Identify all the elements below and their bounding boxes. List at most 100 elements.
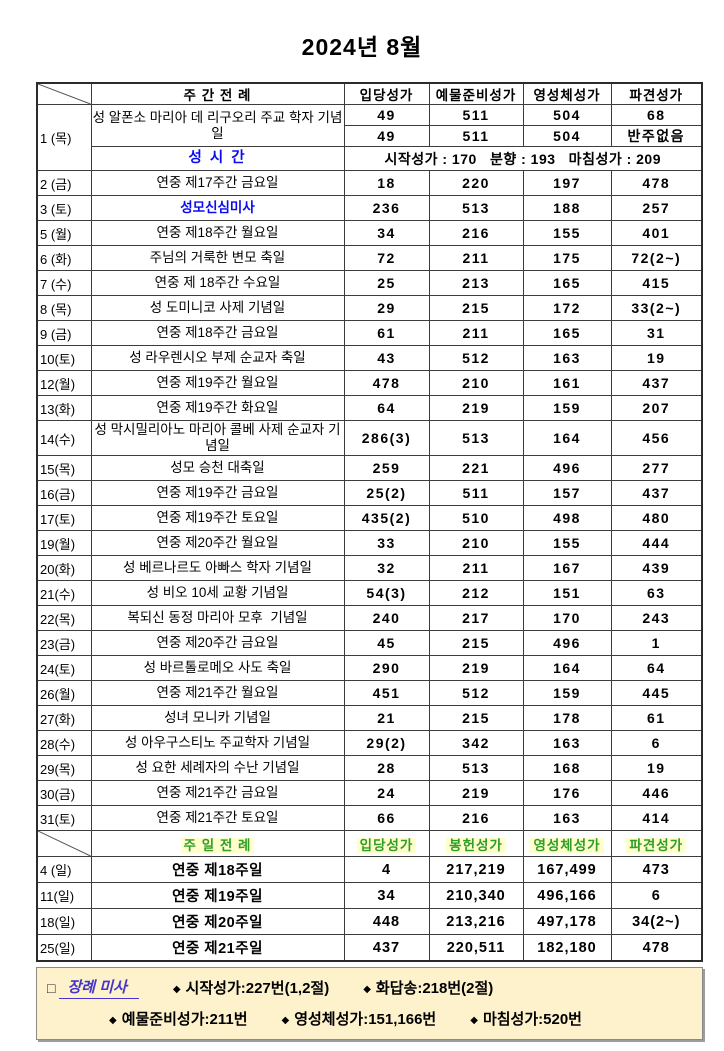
value-cell: 151 <box>522 580 612 606</box>
value-cell: 64 <box>343 395 430 421</box>
value-cell: 32 <box>343 555 430 581</box>
value-cell: 34(2~) <box>610 908 703 935</box>
value-cell: 456 <box>610 420 703 456</box>
value-cell: 451 <box>343 680 430 706</box>
value-cell: 28 <box>343 755 430 781</box>
value-cell: 24 <box>343 780 430 806</box>
value-cell: 19 <box>610 345 703 371</box>
sunday-row: 4 (일) 연중 제18주일 4 217,219 167,499 473 <box>36 856 703 883</box>
value-cell: 34 <box>343 220 430 246</box>
date-cell: 19(월) <box>36 530 92 556</box>
value-cell: 25(2) <box>343 480 430 506</box>
value-cell: 31 <box>610 320 703 346</box>
weekday-row: 6 (화) 주님의 거룩한 변모 축일 72 211 175 72(2~) <box>36 245 703 271</box>
sunday-rows: 4 (일) 연중 제18주일 4 217,219 167,499 473 11(일) 연중 제… <box>36 856 703 962</box>
value-cell: 164 <box>522 655 612 681</box>
weekday-row: 22(목) 복되신 동정 마리아 모후 기념일 240 217 170 243 <box>36 605 703 631</box>
feast-cell: 연중 제 18주간 수요일 <box>90 270 345 296</box>
weekday-row: 17(토) 연중 제19주간 토요일 435(2) 510 498 480 <box>36 505 703 531</box>
feast-cell: 연중 제20주일 <box>90 908 345 935</box>
day1-row-b: 49 511 504 반주없음 <box>37 125 703 147</box>
funeral-item: ◆ 화답송:218번(2절) <box>363 980 494 997</box>
feast-cell: 성 베르나르도 아빠스 학자 기념일 <box>90 555 345 581</box>
value-cell: 212 <box>428 580 524 606</box>
value-cell: 478 <box>610 170 703 196</box>
funeral-item: ◆ 영성체성가:151,166번 <box>281 1011 437 1028</box>
feast-cell: 연중 제21주간 토요일 <box>90 805 345 831</box>
value-cell: 157 <box>522 480 612 506</box>
value-cell: 반주없음 <box>610 125 703 147</box>
value-cell: 61 <box>610 705 703 731</box>
weekday-header-row: 주 간 전 례 입당성가 예물준비성가 영성체성가 파견성가 <box>36 82 703 105</box>
value-cell: 215 <box>428 630 524 656</box>
value-cell: 504 <box>522 125 612 147</box>
date-cell: 18(일) <box>36 908 92 935</box>
date-cell: 16(금) <box>36 480 92 506</box>
weekday-row: 26(월) 연중 제21주간 월요일 451 512 159 445 <box>36 680 703 706</box>
value-cell: 473 <box>610 856 703 883</box>
date-cell: 9 (금) <box>36 320 92 346</box>
value-cell: 437 <box>610 370 703 396</box>
value-cell: 33(2~) <box>610 295 703 321</box>
value-cell: 33 <box>343 530 430 556</box>
feast-cell: 연중 제19주일 <box>90 882 345 909</box>
feast-cell: 연중 제19주간 월요일 <box>90 370 345 396</box>
value-cell: 216 <box>428 220 524 246</box>
date-cell: 13(화) <box>36 395 92 421</box>
value-cell: 478 <box>343 370 430 396</box>
col-header-communion: 영성체성가 <box>522 830 612 857</box>
value-cell: 240 <box>343 605 430 631</box>
value-cell: 513 <box>428 420 524 456</box>
feast-cell: 연중 제20주간 금요일 <box>90 630 345 656</box>
value-cell: 29(2) <box>343 730 430 756</box>
value-cell: 243 <box>610 605 703 631</box>
value-cell: 167,499 <box>522 856 612 883</box>
funeral-line-1: □ 장례 미사 ◆ 시작성가:227번(1,2절) ◆ 화답송:218번(2절) <box>47 976 692 999</box>
value-cell: 164 <box>522 420 612 456</box>
feast-cell: 연중 제19주간 금요일 <box>90 480 345 506</box>
value-cell: 6 <box>610 730 703 756</box>
value-cell: 444 <box>610 530 703 556</box>
value-cell: 221 <box>428 455 524 481</box>
feast-cell: 성 비오 10세 교황 기념일 <box>90 580 345 606</box>
value-cell: 215 <box>428 705 524 731</box>
diagonal-cell <box>36 830 92 857</box>
value-cell: 401 <box>610 220 703 246</box>
value-cell: 513 <box>428 195 524 221</box>
weekday-row: 10(토) 성 라우렌시오 부제 순교자 축일 43 512 163 19 <box>36 345 703 371</box>
funeral-mass-note: □ 장례 미사 ◆ 시작성가:227번(1,2절) ◆ 화답송:218번(2절) ◆ 예… <box>36 967 703 1040</box>
value-cell: 511 <box>428 125 524 147</box>
value-cell: 513 <box>428 755 524 781</box>
value-cell: 178 <box>522 705 612 731</box>
value-cell: 54(3) <box>343 580 430 606</box>
value-cell: 414 <box>610 805 703 831</box>
value-cell: 163 <box>522 345 612 371</box>
feast-cell: 연중 제18주간 금요일 <box>90 320 345 346</box>
value-cell: 259 <box>343 455 430 481</box>
feast-cell: 연중 제20주간 월요일 <box>90 530 345 556</box>
value-cell: 213 <box>428 270 524 296</box>
diamond-bullet-icon: ◆ <box>281 1015 290 1026</box>
col-header-offering: 봉헌성가 <box>428 830 524 857</box>
date-cell: 5 (월) <box>36 220 92 246</box>
sunday-row: 18(일) 연중 제20주일 448 213,216 497,178 34(2~) <box>36 908 703 935</box>
weekday-row: 30(금) 연중 제21주간 금요일 24 219 176 446 <box>36 780 703 806</box>
value-cell: 219 <box>428 395 524 421</box>
date-cell: 2 (금) <box>36 170 92 196</box>
value-cell: 217 <box>428 605 524 631</box>
value-cell: 220 <box>428 170 524 196</box>
value-cell: 49 <box>343 104 430 126</box>
value-cell: 211 <box>428 320 524 346</box>
weekday-section-title: 주 간 전 례 <box>90 82 345 105</box>
value-cell: 197 <box>522 170 612 196</box>
weekday-row: 5 (월) 연중 제18주간 월요일 34 216 155 401 <box>36 220 703 246</box>
value-cell: 72(2~) <box>610 245 703 271</box>
value-cell: 210,340 <box>428 882 524 909</box>
checkbox-icon: □ <box>47 979 56 996</box>
sunday-row: 25(일) 연중 제21주일 437 220,511 182,180 478 <box>36 934 703 962</box>
weekday-row: 24(토) 성 바르톨로메오 사도 축일 290 219 164 64 <box>36 655 703 681</box>
value-cell: 4 <box>343 856 430 883</box>
weekday-row: 27(화) 성녀 모니카 기념일 21 215 178 61 <box>36 705 703 731</box>
value-cell: 72 <box>343 245 430 271</box>
value-cell: 18 <box>343 170 430 196</box>
